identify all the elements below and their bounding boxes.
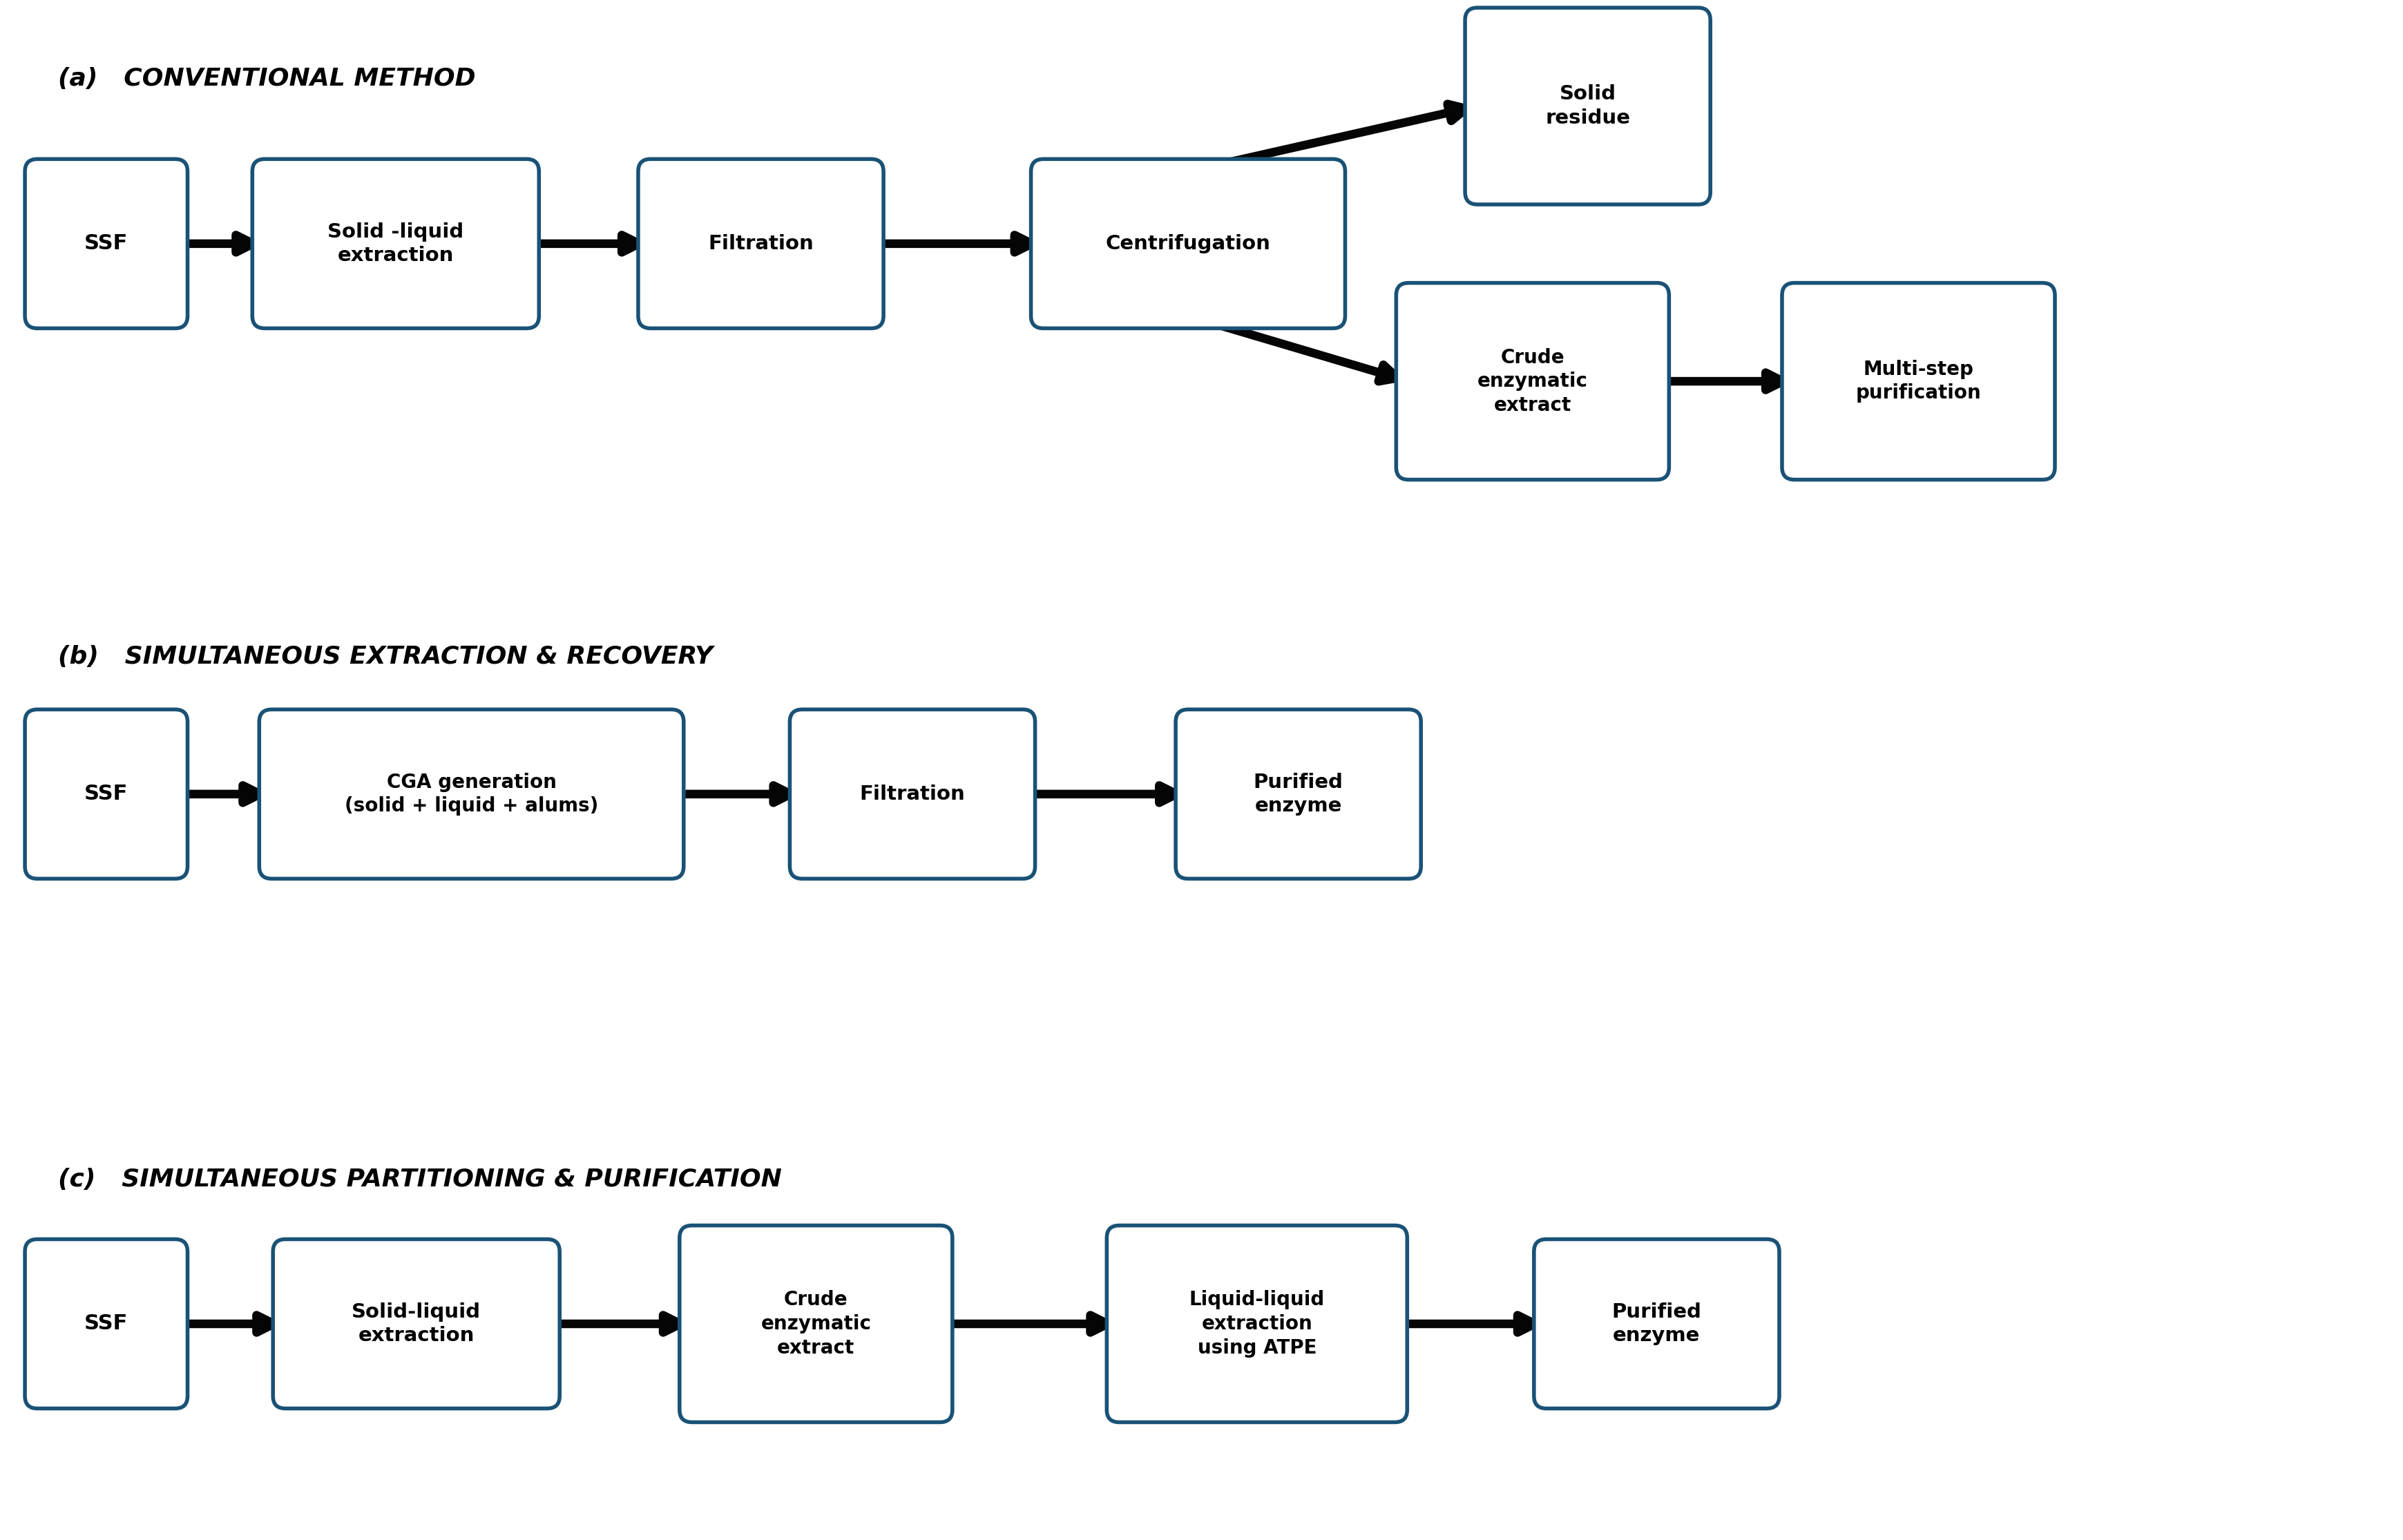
Text: Solid-liquid
extraction: Solid-liquid extraction	[351, 1303, 481, 1346]
Text: Purified
enzyme: Purified enzyme	[1252, 773, 1343, 816]
Text: Solid -liquid
extraction: Solid -liquid extraction	[327, 222, 464, 265]
FancyBboxPatch shape	[791, 710, 1036, 879]
Text: (a)   CONVENTIONAL METHOD: (a) CONVENTIONAL METHOD	[58, 66, 476, 91]
Text: CGA generation
(solid + liquid + alums): CGA generation (solid + liquid + alums)	[344, 773, 598, 816]
Text: (c)   SIMULTANEOUS PARTITIONING & PURIFICATION: (c) SIMULTANEOUS PARTITIONING & PURIFICA…	[58, 1167, 781, 1190]
Text: Solid
residue: Solid residue	[1545, 85, 1629, 128]
FancyBboxPatch shape	[1466, 8, 1711, 205]
Text: Filtration: Filtration	[860, 784, 966, 804]
FancyBboxPatch shape	[680, 1226, 952, 1423]
FancyBboxPatch shape	[1031, 159, 1346, 328]
Text: Liquid-liquid
extraction
using ATPE: Liquid-liquid extraction using ATPE	[1189, 1291, 1324, 1357]
FancyBboxPatch shape	[1105, 1226, 1406, 1423]
Text: Filtration: Filtration	[709, 234, 812, 254]
FancyBboxPatch shape	[1396, 283, 1668, 479]
Text: SSF: SSF	[84, 234, 127, 254]
Text: Crude
enzymatic
extract: Crude enzymatic extract	[1478, 348, 1588, 414]
FancyBboxPatch shape	[1175, 710, 1420, 879]
Text: (b)   SIMULTANEOUS EXTRACTION & RECOVERY: (b) SIMULTANEOUS EXTRACTION & RECOVERY	[58, 645, 714, 668]
Text: SSF: SSF	[84, 784, 127, 804]
Text: Purified
enzyme: Purified enzyme	[1612, 1303, 1701, 1346]
FancyBboxPatch shape	[24, 1240, 187, 1409]
FancyBboxPatch shape	[274, 1240, 560, 1409]
Text: Multi-step
purification: Multi-step purification	[1855, 360, 1980, 403]
FancyBboxPatch shape	[24, 710, 187, 879]
FancyBboxPatch shape	[1533, 1240, 1778, 1409]
Text: Centrifugation: Centrifugation	[1105, 234, 1271, 254]
Text: SSF: SSF	[84, 1314, 127, 1334]
FancyBboxPatch shape	[260, 710, 682, 879]
FancyBboxPatch shape	[1781, 283, 2055, 479]
Text: Crude
enzymatic
extract: Crude enzymatic extract	[759, 1291, 870, 1357]
FancyBboxPatch shape	[252, 159, 538, 328]
FancyBboxPatch shape	[24, 159, 187, 328]
FancyBboxPatch shape	[639, 159, 884, 328]
